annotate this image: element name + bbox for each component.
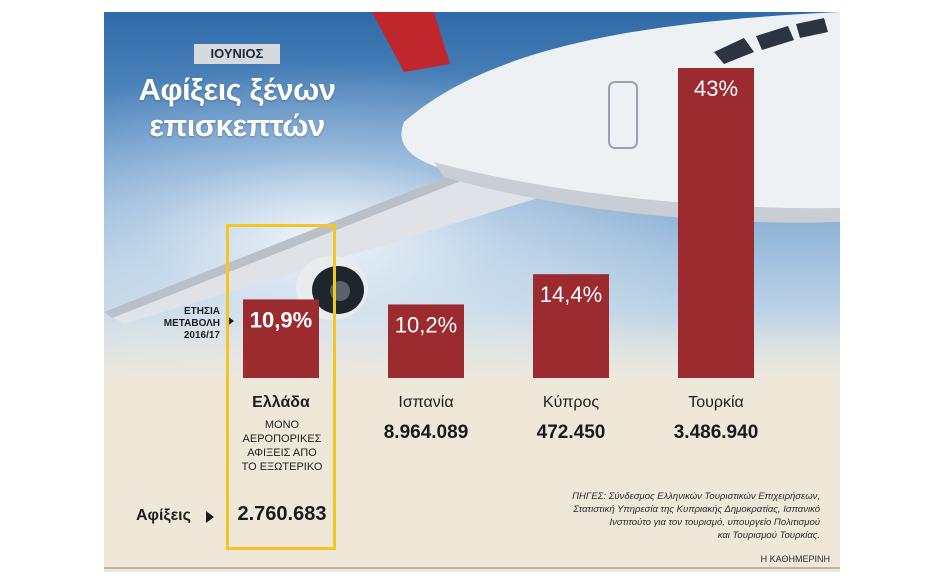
annual-change-label: ΕΤΗΣΙΑ ΜΕΤΑΒΟΛΗ 2016/17 (163, 306, 220, 341)
sources-note: ΠΗΓΕΣ: Σύνδεσμος Ελληνικών Τουριστικών Ε… (572, 491, 820, 541)
arrivals-spain: 8.964.089 (383, 422, 469, 443)
greece-highlight-frame (226, 224, 336, 550)
category-label-turkey: Τουρκία (688, 394, 744, 411)
category-label-greece: Ελλάδα (252, 394, 310, 411)
month-badge: ΙΟΥΝΙΟΣ (194, 44, 280, 64)
category-label-cyprus: Κύπρος (542, 394, 600, 411)
chart-title: Αφίξεις ξένων επισκεπτών (138, 72, 337, 143)
arrow-right-icon (226, 315, 234, 327)
bottom-rule (104, 567, 840, 569)
category-label-spain: Ισπανία (398, 394, 454, 411)
bar-spain (388, 304, 464, 378)
arrow-right-icon (206, 511, 214, 523)
bar-value-label-greece: 10,9% (250, 307, 312, 332)
arrivals-turkey: 3.486.940 (673, 422, 759, 443)
bar-greece (243, 299, 319, 378)
infographic-panel: ΙΟΥΝΙΟΣ Αφίξεις ξένων επισκεπτών ΕΤΗΣΙΑ … (104, 12, 840, 572)
arrivals-greece: 2.760.683 (237, 503, 327, 525)
bar-chart: 10,9% 10,2% 14,4% 43% (243, 68, 754, 378)
bar-value-label-cyprus: 14,4% (540, 282, 602, 307)
arrivals-label: Αφίξεις (136, 507, 191, 524)
publisher-credit: Η ΚΑΘΗΜΕΡΙΝΗ (760, 554, 830, 564)
bar-cyprus (533, 274, 609, 378)
bar-turkey (678, 68, 754, 378)
greece-note: ΜΟΝΟ ΑΕΡΟΠΟΡΙΚΕΣ ΑΦΙΞΕΙΣ ΑΠΟ ΤΟ ΕΞΩΤΕΡΙΚ… (241, 419, 323, 473)
bar-value-label-turkey: 43% (694, 76, 738, 101)
arrivals-cyprus: 472.450 (536, 422, 606, 443)
bar-value-label-spain: 10,2% (395, 312, 457, 337)
